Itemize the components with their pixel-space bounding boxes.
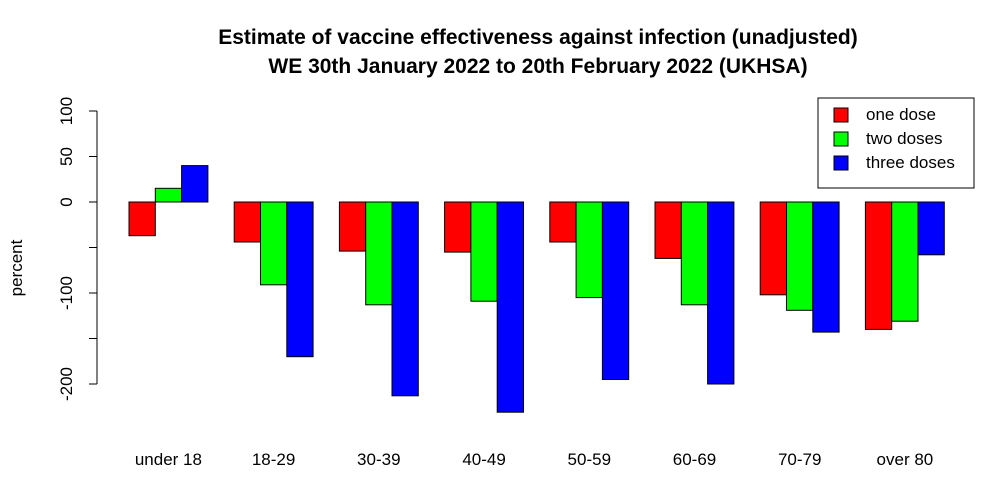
- bar-18-29-three-doses: [286, 201, 314, 358]
- bar-under-18-one-dose: [128, 201, 156, 237]
- bar-40-49-one-dose: [444, 201, 472, 253]
- bar-18-29-one-dose: [233, 201, 261, 243]
- y-tick-label: -200: [57, 367, 76, 401]
- x-tick-label: 18-29: [252, 450, 295, 469]
- y-axis: -200 -100 0 50 100: [57, 97, 98, 401]
- bar-60-69-one-dose: [654, 201, 682, 259]
- x-tick-label: over 80: [877, 450, 934, 469]
- bar-under-18-three-doses: [181, 165, 209, 203]
- bar-30-39-three-doses: [391, 201, 419, 397]
- bars-layer: [128, 165, 945, 413]
- y-tick-label: 50: [57, 147, 76, 166]
- bar-18-29-two-doses: [260, 201, 288, 286]
- bar-over-80-three-doses: [917, 201, 945, 256]
- x-tick-label: 30-39: [357, 450, 400, 469]
- bar-60-69-two-doses: [680, 201, 709, 306]
- x-tick-label: 70-79: [778, 450, 821, 469]
- bar-70-79-two-doses: [786, 201, 814, 311]
- legend-swatch-three-doses: [833, 155, 849, 171]
- legend-label-two-doses: two doses: [866, 129, 943, 148]
- bar-over-80-two-doses: [891, 201, 919, 322]
- bar-60-69-three-doses: [707, 201, 735, 385]
- y-tick-label: -100: [57, 276, 76, 310]
- chart-title: Estimate of vaccine effectiveness agains…: [218, 26, 858, 49]
- legend-label-three-doses: three doses: [866, 153, 955, 172]
- bar-30-39-one-dose: [338, 201, 367, 252]
- chart-subtitle: WE 30th January 2022 to 20th February 20…: [268, 55, 807, 78]
- legend-label-one-dose: one dose: [866, 105, 936, 124]
- legend: one dose two doses three doses: [817, 97, 975, 189]
- y-tick-label: 0: [57, 197, 76, 206]
- bar-70-79-three-doses: [812, 201, 840, 333]
- y-tick-label: 100: [57, 97, 76, 125]
- bar-30-39-two-doses: [365, 201, 393, 306]
- x-tick-label: 40-49: [462, 450, 505, 469]
- y-axis-label: percent: [7, 239, 26, 296]
- legend-swatch-one-dose: [833, 107, 849, 123]
- bar-50-59-three-doses: [601, 201, 630, 380]
- bar-under-18-two-doses: [154, 187, 183, 203]
- x-tick-label: 50-59: [568, 450, 611, 469]
- x-tick-label: 60-69: [673, 450, 716, 469]
- legend-swatch-two-doses: [833, 131, 849, 147]
- bar-70-79-one-dose: [759, 201, 788, 296]
- bar-40-49-two-doses: [470, 201, 498, 302]
- bar-50-59-one-dose: [549, 201, 577, 243]
- bar-50-59-two-doses: [575, 201, 603, 299]
- x-axis-labels: under 18 18-29 30-39 40-49 50-59 60-69 70-79 ov…: [135, 450, 933, 469]
- bar-40-49-three-doses: [496, 201, 525, 413]
- bar-over-80-one-dose: [864, 201, 893, 330]
- x-tick-label: under 18: [135, 450, 202, 469]
